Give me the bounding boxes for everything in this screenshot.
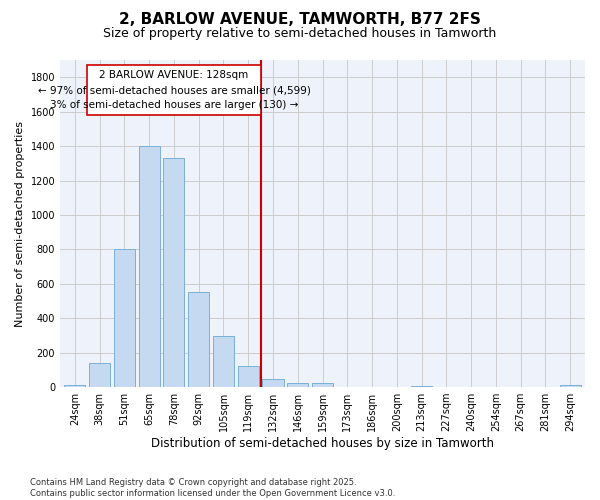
Text: 2 BARLOW AVENUE: 128sqm: 2 BARLOW AVENUE: 128sqm	[100, 70, 248, 80]
Y-axis label: Number of semi-detached properties: Number of semi-detached properties	[15, 120, 25, 326]
Bar	[114, 250, 135, 387]
Text: Size of property relative to semi-detached houses in Tamworth: Size of property relative to semi-detach…	[103, 28, 497, 40]
Bar	[188, 292, 209, 387]
Text: 2, BARLOW AVENUE, TAMWORTH, B77 2FS: 2, BARLOW AVENUE, TAMWORTH, B77 2FS	[119, 12, 481, 28]
Bar	[213, 336, 234, 387]
Bar	[287, 383, 308, 387]
Bar	[411, 386, 432, 387]
Text: 3% of semi-detached houses are larger (130) →: 3% of semi-detached houses are larger (1…	[50, 100, 298, 110]
Bar	[89, 363, 110, 387]
Bar	[262, 380, 284, 387]
Bar	[139, 146, 160, 387]
Bar	[312, 383, 333, 387]
Bar	[64, 384, 85, 387]
Text: Contains HM Land Registry data © Crown copyright and database right 2025.
Contai: Contains HM Land Registry data © Crown c…	[30, 478, 395, 498]
X-axis label: Distribution of semi-detached houses by size in Tamworth: Distribution of semi-detached houses by …	[151, 437, 494, 450]
Text: ← 97% of semi-detached houses are smaller (4,599): ← 97% of semi-detached houses are smalle…	[38, 85, 310, 95]
Bar	[560, 385, 581, 387]
Bar	[163, 158, 184, 387]
Bar	[87, 65, 260, 115]
Bar	[238, 366, 259, 387]
